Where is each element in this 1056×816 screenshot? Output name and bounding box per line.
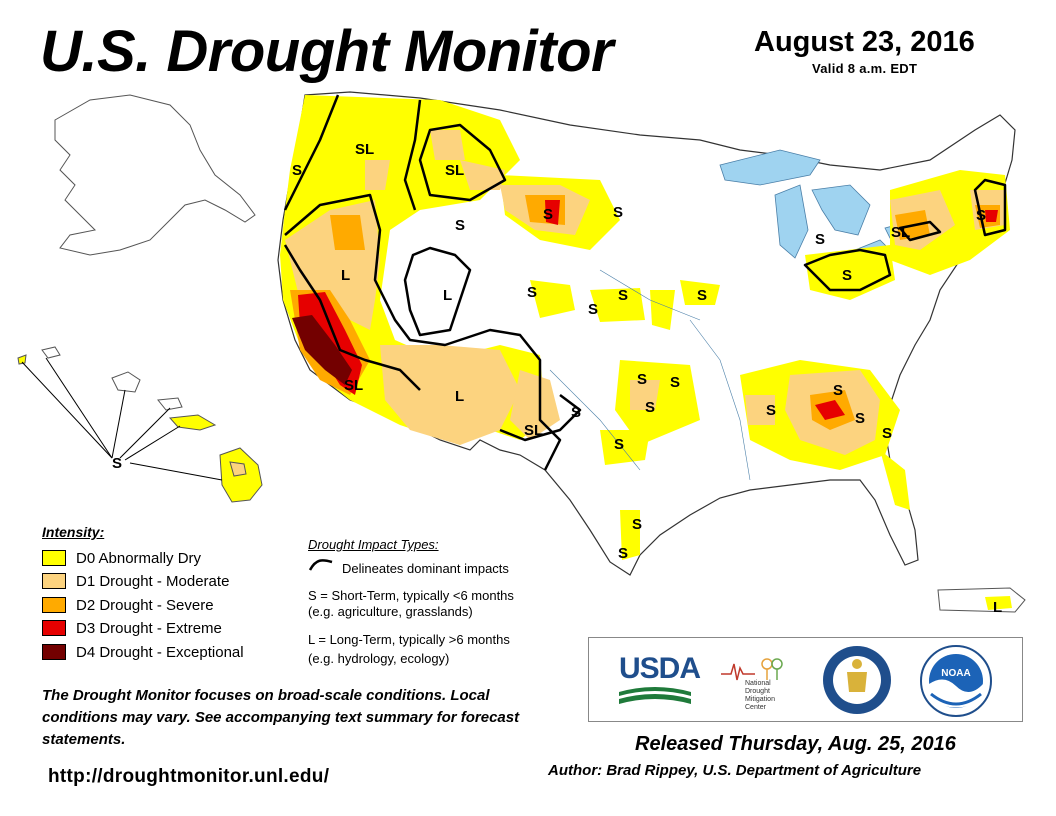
- legend-swatch: [42, 620, 66, 636]
- legend-item-d2: D2 Drought - Severe: [42, 596, 214, 614]
- puerto-rico-outline: [937, 587, 1026, 613]
- map-label: S: [455, 217, 466, 234]
- map-label: S: [292, 162, 303, 179]
- map-label: S: [637, 371, 648, 388]
- map-label: SL: [891, 224, 911, 241]
- map-label: S: [815, 231, 826, 248]
- map-label: S: [976, 207, 987, 224]
- page-title: U.S. Drought Monitor: [40, 19, 614, 84]
- map-label: S: [613, 204, 624, 221]
- map-label: S: [645, 399, 656, 416]
- map-label: S: [697, 287, 708, 304]
- commerce-seal-icon: [823, 646, 891, 714]
- map-label: S: [112, 455, 123, 472]
- long-term-desc: L = Long-Term, typically >6 months: [308, 632, 510, 647]
- impact-line-desc: Delineates dominant impacts: [342, 561, 509, 576]
- author: Author: Brad Rippey, U.S. Department of …: [548, 762, 922, 779]
- map-label: S: [833, 382, 844, 399]
- alaska-outline: [54, 94, 256, 256]
- map-label: L: [455, 388, 465, 405]
- legend-swatch: [42, 550, 66, 566]
- map-label: S: [571, 404, 582, 421]
- map-label: SL: [355, 141, 375, 158]
- map-label: S: [766, 402, 777, 419]
- usda-hills-icon: [619, 687, 691, 704]
- legend-swatch: [42, 644, 66, 660]
- usda-logo: USDA: [619, 652, 701, 685]
- impact-types-title: Drought Impact Types:: [308, 537, 439, 552]
- legend-label: D0 Abnormally Dry: [76, 549, 202, 567]
- map-label: S: [543, 206, 554, 223]
- map-label: S: [842, 267, 853, 284]
- map-label: SL: [344, 377, 364, 394]
- map-label: L: [993, 599, 1003, 616]
- long-term-example: (e.g. hydrology, ecology): [308, 651, 450, 666]
- noaa-logo-text: NOAA: [941, 668, 970, 679]
- map-label: S: [588, 301, 599, 318]
- short-term-example: (e.g. agriculture, grasslands): [308, 604, 473, 619]
- impact-boundary-lines: [283, 94, 1007, 471]
- legend-label: D3 Drought - Extreme: [76, 619, 222, 637]
- valid-time: Valid 8 a.m. EDT: [812, 61, 918, 76]
- map-label: S: [632, 516, 643, 533]
- legend-item-d4: D4 Drought - Exceptional: [42, 643, 244, 661]
- disclaimer-note: The Drought Monitor focuses on broad-sca…: [42, 687, 520, 748]
- map-label: S: [618, 545, 629, 562]
- map-label: SL: [445, 162, 465, 179]
- map-label: S: [618, 287, 629, 304]
- legend-item-d0: D0 Abnormally Dry: [42, 549, 201, 567]
- agency-logos: USDA National Drought Mitigation Center …: [588, 637, 1023, 722]
- ndmc-line: National: [745, 680, 771, 687]
- ndmc-line: Drought: [745, 688, 770, 695]
- d4-areas: [292, 315, 352, 385]
- short-term-desc: S = Short-Term, typically <6 months: [308, 588, 514, 603]
- hawaii-outline: [17, 346, 263, 503]
- legend-label: D1 Drought - Moderate: [76, 572, 230, 590]
- ndmc-line: Center: [745, 704, 767, 711]
- legend-item-d1: D1 Drought - Moderate: [42, 572, 229, 590]
- map-label: S: [882, 425, 893, 442]
- ndmc-logo-text: National Drought Mitigation Center: [745, 680, 775, 712]
- legend-item-d3: D3 Drought - Extreme: [42, 619, 222, 637]
- map-label: L: [443, 287, 453, 304]
- rivers: [549, 269, 751, 481]
- map-label: S: [527, 284, 538, 301]
- puerto-rico-d0: [985, 596, 1012, 610]
- hawaii-pointer-lines: [21, 357, 223, 481]
- legend-label: D4 Drought - Exceptional: [76, 643, 244, 661]
- map-label: S: [855, 410, 866, 427]
- release-date: Released Thursday, Aug. 25, 2016: [635, 733, 956, 755]
- legend-swatch: [42, 597, 66, 613]
- legend-title: Intensity:: [42, 524, 105, 540]
- legend-swatch: [42, 573, 66, 589]
- ndmc-line: Mitigation: [745, 696, 775, 703]
- website-url[interactable]: http://droughtmonitor.unl.edu/: [48, 766, 330, 787]
- map-label: L: [341, 267, 351, 284]
- impact-line-icon: [308, 559, 333, 571]
- noaa-logo-icon: NOAA: [920, 645, 992, 717]
- legend-label: D2 Drought - Severe: [76, 596, 214, 614]
- map-label: SL: [524, 422, 544, 439]
- map-date: August 23, 2016: [754, 26, 975, 58]
- map-label: S: [614, 436, 625, 453]
- map-label: S: [670, 374, 681, 391]
- ndmc-logo-icon: [721, 658, 783, 681]
